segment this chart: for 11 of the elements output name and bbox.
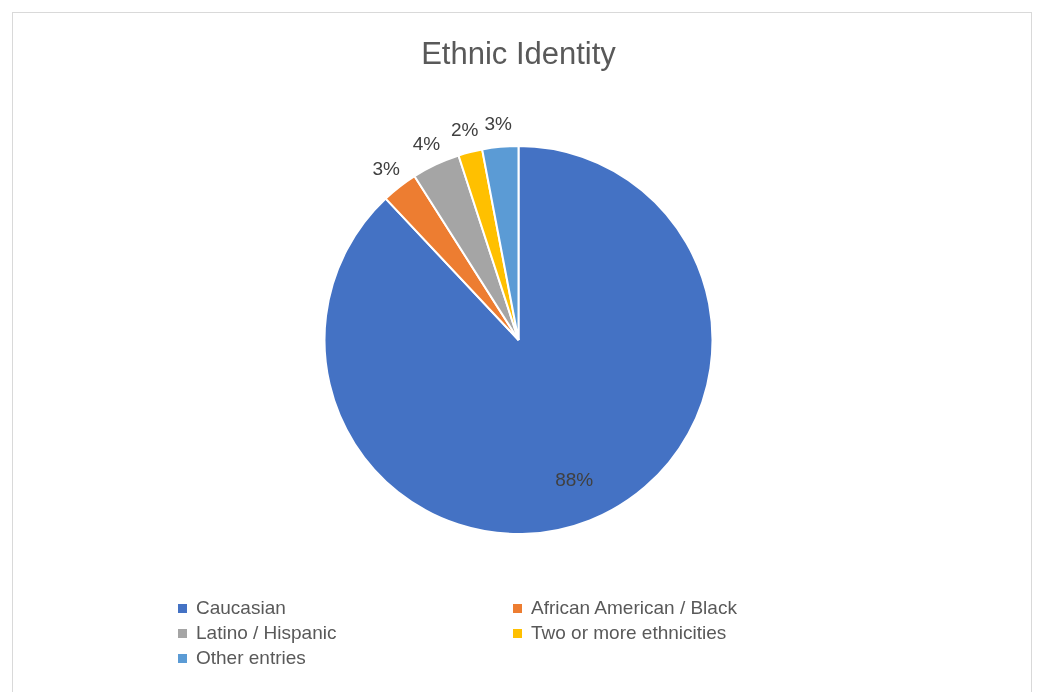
legend-label: Other entries (196, 647, 306, 669)
data-label: 3% (372, 157, 400, 179)
data-label: 3% (484, 113, 513, 135)
legend-label: Latino / Hispanic (196, 622, 337, 644)
legend-label: Caucasian (196, 597, 286, 619)
data-label: 2% (451, 119, 479, 141)
data-label: 4% (412, 132, 441, 154)
chart-title: Ethnic Identity (420, 36, 617, 72)
legend-label: African American / Black (531, 597, 737, 619)
legend-label: Two or more ethnicities (531, 622, 727, 644)
data-label: 88% (555, 468, 594, 490)
